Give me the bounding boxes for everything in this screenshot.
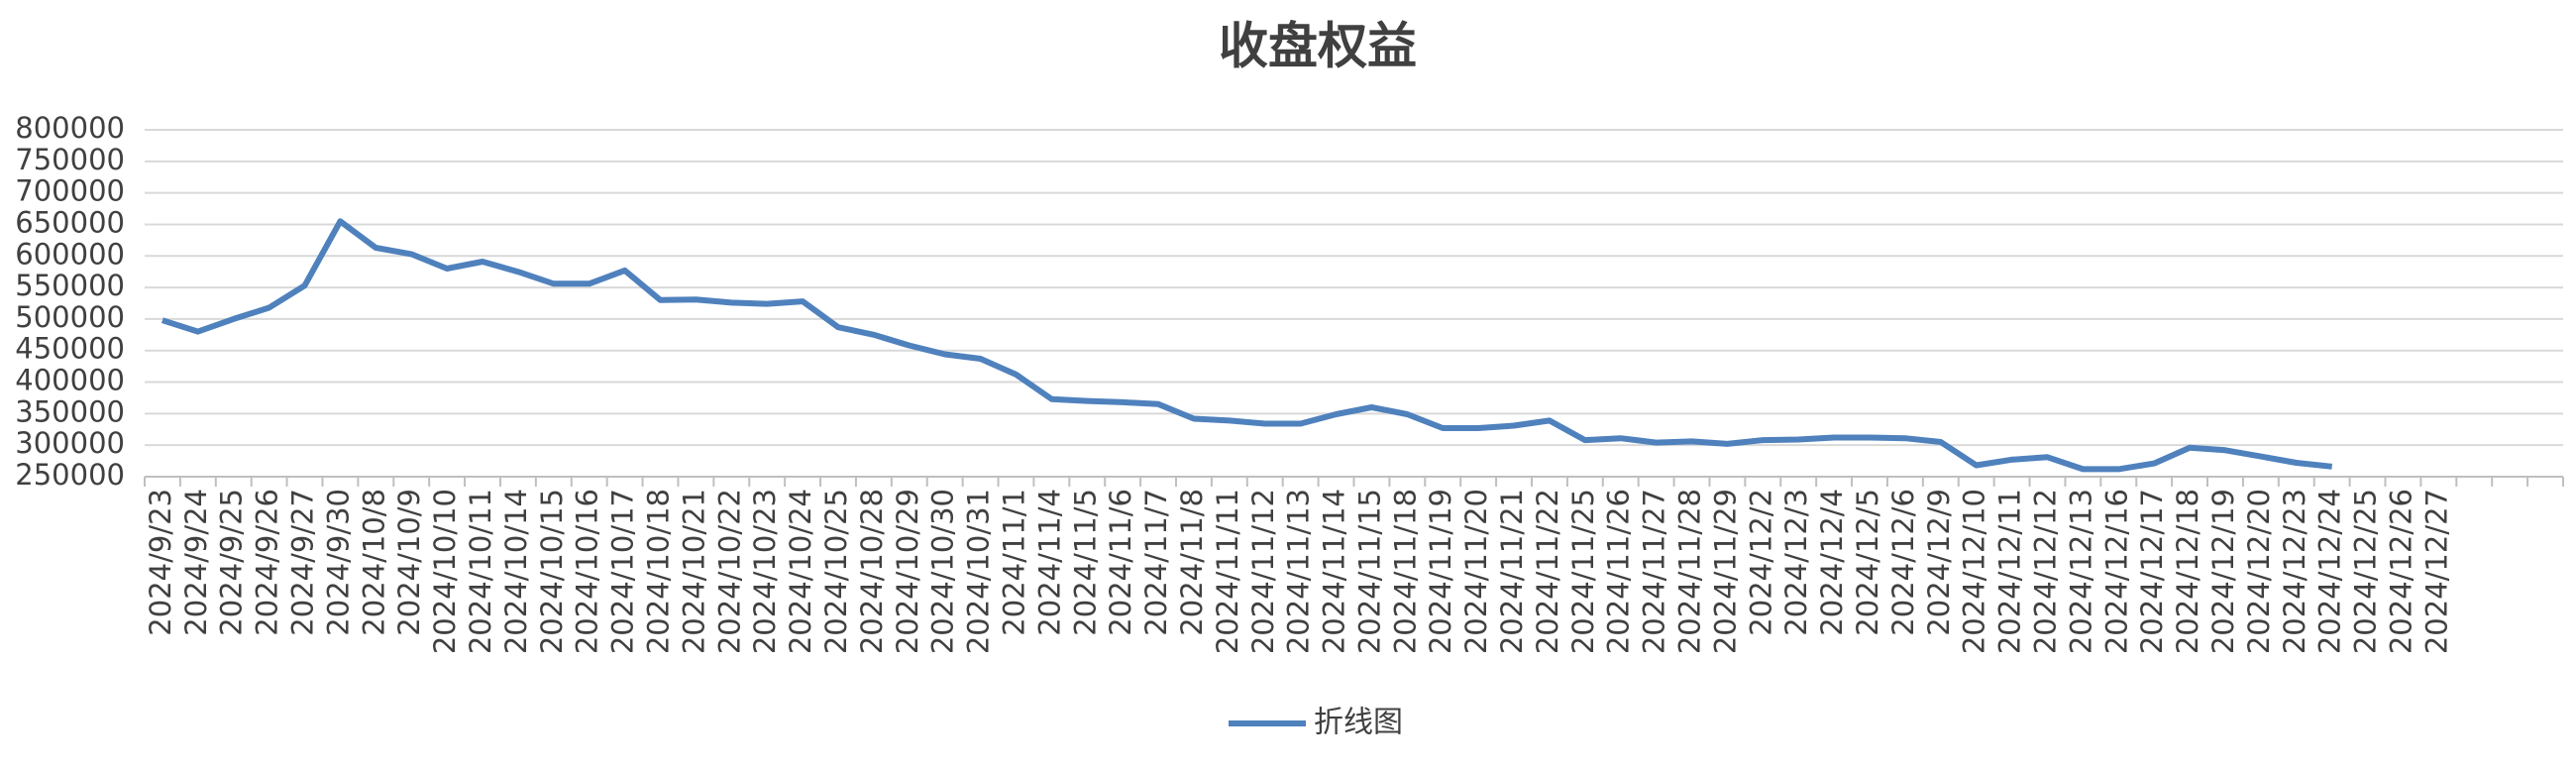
x-tick-label: 2024/12/4 bbox=[1815, 489, 1849, 636]
x-tick-label: 2024/12/9 bbox=[1922, 489, 1956, 636]
x-tick-label: 2024/10/29 bbox=[891, 489, 924, 654]
x-tick-label: 2024/11/4 bbox=[1032, 489, 1066, 636]
x-tick-label: 2024/12/13 bbox=[2064, 489, 2097, 654]
x-tick-label: 2024/11/18 bbox=[1388, 489, 1422, 654]
x-tick-label: 2024/11/20 bbox=[1459, 489, 1493, 654]
x-tick-label: 2024/12/24 bbox=[2313, 489, 2347, 654]
y-tick-label: 350000 bbox=[15, 394, 125, 428]
x-tick-label: 2024/11/25 bbox=[1566, 489, 1600, 654]
x-tick-label: 2024/12/5 bbox=[1851, 489, 1884, 636]
x-tick-label: 2024/12/12 bbox=[2028, 489, 2062, 654]
x-tick-label: 2024/10/11 bbox=[464, 489, 497, 654]
y-tick-label: 400000 bbox=[15, 364, 125, 397]
y-tick-label: 800000 bbox=[15, 111, 125, 145]
x-tick-label: 2024/12/18 bbox=[2171, 489, 2204, 654]
y-tick-label: 300000 bbox=[15, 426, 125, 460]
x-tick-label: 2024/10/10 bbox=[428, 489, 462, 654]
x-tick-label: 2024/12/16 bbox=[2099, 489, 2133, 654]
y-tick-label: 600000 bbox=[15, 237, 125, 271]
x-tick-label: 2024/10/28 bbox=[855, 489, 889, 654]
x-tick-label: 2024/10/17 bbox=[606, 489, 640, 654]
x-tick-label: 2024/11/28 bbox=[1673, 489, 1707, 654]
x-tick-label: 2024/9/27 bbox=[286, 489, 320, 636]
x-tick-label: 2024/10/25 bbox=[819, 489, 853, 654]
x-tick-label: 2024/12/2 bbox=[1744, 489, 1777, 636]
x-tick-label: 2024/11/11 bbox=[1211, 489, 1244, 654]
x-tick-label: 2024/11/26 bbox=[1602, 489, 1636, 654]
y-tick-label: 700000 bbox=[15, 174, 125, 208]
x-tick-label: 2024/9/25 bbox=[215, 489, 249, 636]
x-tick-label: 2024/12/20 bbox=[2242, 489, 2276, 654]
data-line bbox=[161, 218, 2333, 473]
x-tick-label: 2024/9/24 bbox=[179, 489, 213, 636]
x-tick-label: 2024/10/22 bbox=[712, 489, 746, 654]
y-tick-label: 500000 bbox=[15, 300, 125, 334]
x-tick-label: 2024/12/19 bbox=[2206, 489, 2240, 654]
x-tick-label: 2024/9/30 bbox=[321, 489, 355, 636]
x-tick-label: 2024/10/9 bbox=[392, 489, 426, 636]
x-tick-label: 2024/10/21 bbox=[677, 489, 710, 654]
y-tick-label: 250000 bbox=[15, 458, 125, 492]
x-tick-label: 2024/12/17 bbox=[2135, 489, 2169, 654]
x-tick-label: 2024/11/19 bbox=[1424, 489, 1457, 654]
y-tick-label: 650000 bbox=[15, 205, 125, 239]
x-tick-label: 2024/11/15 bbox=[1352, 489, 1386, 654]
x-tick-label: 2024/10/30 bbox=[926, 489, 960, 654]
x-tick-label: 2024/10/31 bbox=[962, 489, 996, 654]
x-tick-label: 2024/9/23 bbox=[144, 489, 177, 636]
x-tick-label: 2024/11/27 bbox=[1638, 489, 1671, 654]
x-tick-label: 2024/10/8 bbox=[357, 489, 390, 636]
x-tick-label: 2024/11/12 bbox=[1246, 489, 1280, 654]
x-tick-label: 2024/10/18 bbox=[642, 489, 676, 654]
x-tick-label: 2024/11/5 bbox=[1068, 489, 1102, 636]
x-tick-label: 2024/12/10 bbox=[1958, 489, 1991, 654]
y-tick-label: 750000 bbox=[15, 143, 125, 176]
x-tick-label: 2024/12/25 bbox=[2349, 489, 2383, 654]
x-tick-label: 2024/11/7 bbox=[1139, 489, 1173, 636]
x-tick-label: 2024/10/23 bbox=[748, 489, 782, 654]
x-tick-label: 2024/10/15 bbox=[535, 489, 569, 654]
x-tick-label: 2024/11/21 bbox=[1495, 489, 1529, 654]
x-tick-label: 2024/10/16 bbox=[571, 489, 604, 654]
x-tick-label: 2024/12/3 bbox=[1779, 489, 1813, 636]
x-tick-label: 2024/12/26 bbox=[2384, 489, 2417, 654]
x-tick-label: 2024/11/14 bbox=[1318, 489, 1351, 654]
x-tick-label: 2024/10/14 bbox=[499, 489, 533, 654]
x-tick-label: 2024/11/6 bbox=[1104, 489, 1137, 636]
x-tick-label: 2024/12/11 bbox=[1993, 489, 2027, 654]
x-tick-label: 2024/11/8 bbox=[1175, 489, 1209, 636]
x-tick-label: 2024/9/26 bbox=[251, 489, 284, 636]
x-tick-label: 2024/11/22 bbox=[1531, 489, 1564, 654]
chart-title: 收盘权益 bbox=[1219, 18, 1417, 75]
y-tick-label: 550000 bbox=[15, 269, 125, 302]
x-tick-label: 2024/12/27 bbox=[2419, 489, 2453, 654]
x-tick-label: 2024/11/1 bbox=[997, 489, 1030, 636]
x-tick-label: 2024/11/29 bbox=[1708, 489, 1742, 654]
y-tick-label: 450000 bbox=[15, 332, 125, 366]
legend-label: 折线图 bbox=[1314, 706, 1403, 740]
x-tick-label: 2024/11/13 bbox=[1282, 489, 1316, 654]
x-tick-label: 2024/10/24 bbox=[784, 489, 817, 654]
x-tick-label: 2024/12/23 bbox=[2278, 489, 2311, 654]
x-tick-label: 2024/12/6 bbox=[1886, 489, 1920, 636]
